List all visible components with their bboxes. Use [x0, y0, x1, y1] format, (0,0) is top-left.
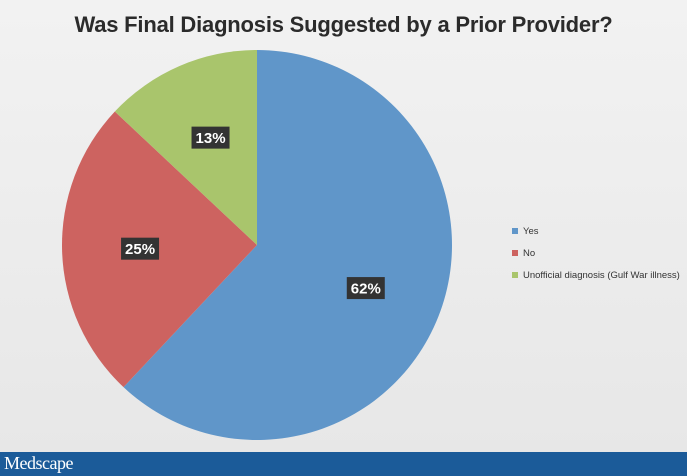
slice-label-box-yes — [346, 277, 385, 300]
legend-item-no: No — [512, 242, 680, 264]
slice-label-box-unofficial — [191, 126, 230, 149]
slice-label-unofficial: 13% — [191, 126, 230, 149]
legend-swatch-no — [512, 250, 518, 256]
legend: Yes No Unofficial diagnosis (Gulf War il… — [512, 220, 680, 286]
pie-slice-unofficial — [114, 50, 257, 245]
slice-label-text-yes: 62% — [351, 281, 381, 298]
footer-bar: Medscape — [0, 452, 687, 476]
slice-label-yes: 62% — [346, 277, 385, 300]
legend-label-unofficial: Unofficial diagnosis (Gulf War illness) — [523, 269, 680, 281]
legend-swatch-yes — [512, 228, 518, 234]
pie-slice-no — [62, 111, 258, 388]
legend-item-unofficial: Unofficial diagnosis (Gulf War illness) — [512, 264, 680, 286]
legend-item-yes: Yes — [512, 220, 680, 242]
chart-area: Was Final Diagnosis Suggested by a Prior… — [0, 0, 687, 452]
legend-label-yes: Yes — [523, 225, 539, 237]
slice-label-text-no: 25% — [125, 241, 155, 258]
pie-chart: 62% 25% 13% — [62, 50, 452, 440]
pie-slice-yes — [123, 50, 452, 440]
slice-label-box-no — [121, 237, 160, 260]
legend-label-no: No — [523, 247, 536, 259]
slice-label-no: 25% — [121, 237, 160, 260]
chart-title: Was Final Diagnosis Suggested by a Prior… — [74, 12, 613, 37]
medscape-logo: Medscape — [4, 453, 73, 473]
slice-label-text-unofficial: 13% — [196, 130, 226, 147]
legend-swatch-unofficial — [512, 272, 518, 278]
